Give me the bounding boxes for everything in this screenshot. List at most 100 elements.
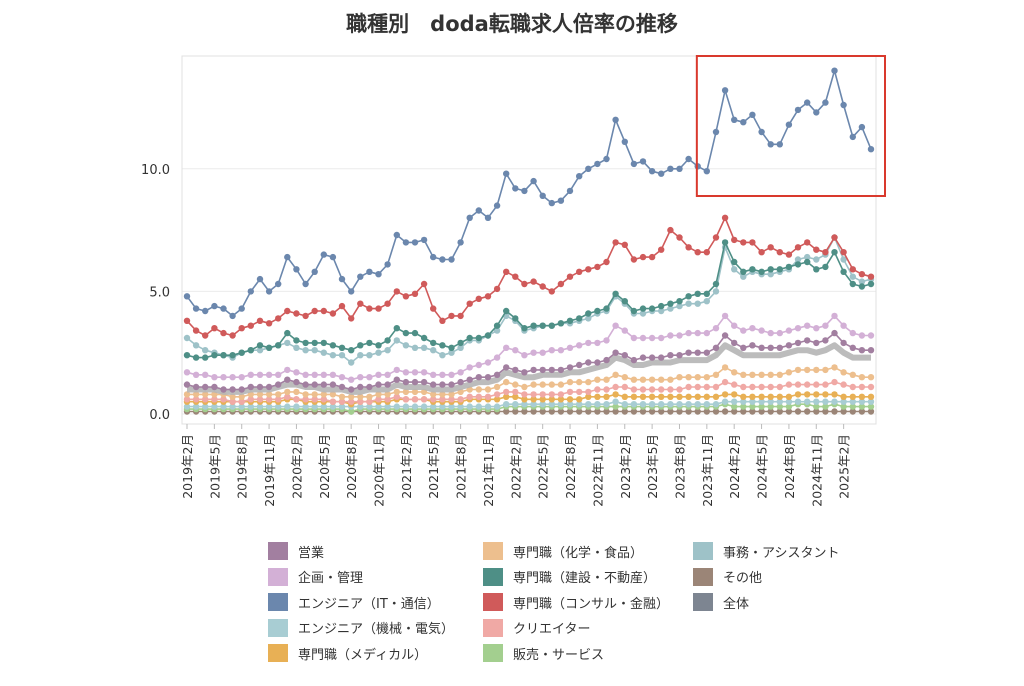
data-point	[321, 350, 327, 356]
data-point	[248, 323, 254, 329]
legend-item: 専門職（コンサル・金融）	[483, 591, 669, 613]
data-point	[813, 256, 819, 262]
data-point	[394, 403, 400, 409]
data-point	[494, 403, 500, 409]
y-tick-label: 10.0	[141, 163, 170, 178]
data-point	[257, 384, 263, 390]
data-point	[777, 330, 783, 336]
data-point	[786, 381, 792, 387]
data-point	[275, 391, 281, 397]
data-point	[394, 389, 400, 395]
data-point	[585, 389, 591, 395]
data-point	[439, 372, 445, 378]
legend-label: 専門職（コンサル・金融）	[513, 593, 669, 612]
data-point	[731, 259, 737, 265]
data-point	[649, 168, 655, 174]
data-point	[312, 308, 318, 314]
data-point	[321, 340, 327, 346]
data-point	[220, 374, 226, 380]
legend-label: クリエイター	[513, 618, 590, 637]
data-point	[612, 391, 618, 397]
legend-swatch	[693, 542, 713, 560]
data-point	[403, 369, 409, 375]
data-point	[293, 389, 299, 395]
data-point	[412, 291, 418, 297]
data-point	[685, 301, 691, 307]
data-point	[357, 301, 363, 307]
x-tick-label: 2021年5月	[426, 434, 441, 499]
data-point	[658, 335, 664, 341]
x-tick-label: 2020年2月	[289, 434, 304, 499]
data-point	[859, 332, 865, 338]
data-point	[722, 408, 728, 414]
data-point	[312, 347, 318, 353]
data-point	[549, 323, 555, 329]
data-point	[704, 350, 710, 356]
data-point	[850, 394, 856, 400]
data-point	[558, 367, 564, 373]
data-point	[822, 337, 828, 343]
data-point	[293, 369, 299, 375]
data-point	[749, 239, 755, 245]
data-point	[430, 381, 436, 387]
data-point	[749, 266, 755, 272]
data-point	[676, 386, 682, 392]
data-point	[284, 340, 290, 346]
data-point	[840, 369, 846, 375]
data-point	[476, 335, 482, 341]
data-point	[603, 357, 609, 363]
data-point	[220, 330, 226, 336]
data-point	[676, 374, 682, 380]
data-point	[649, 377, 655, 383]
data-point	[384, 261, 390, 267]
data-point	[366, 269, 372, 275]
data-point	[211, 325, 217, 331]
data-point	[622, 401, 628, 407]
data-point	[293, 379, 299, 385]
data-point	[676, 298, 682, 304]
data-point	[375, 372, 381, 378]
data-point	[850, 345, 856, 351]
data-point	[804, 259, 810, 265]
data-point	[494, 372, 500, 378]
data-point	[786, 122, 792, 128]
data-point	[585, 340, 591, 346]
data-point	[731, 399, 737, 405]
x-tick-label: 2020年5月	[317, 434, 332, 499]
data-point	[768, 330, 774, 336]
data-point	[211, 352, 217, 358]
data-point	[202, 347, 208, 353]
data-point	[239, 305, 245, 311]
data-point	[622, 327, 628, 333]
data-point	[421, 403, 427, 409]
data-point	[193, 327, 199, 333]
data-point	[321, 251, 327, 257]
data-point	[485, 394, 491, 400]
data-point	[485, 332, 491, 338]
data-point	[503, 389, 509, 395]
data-point	[266, 372, 272, 378]
data-point	[685, 401, 691, 407]
data-point	[485, 293, 491, 299]
data-point	[366, 374, 372, 380]
data-point	[403, 379, 409, 385]
legend-item: 専門職（メディカル）	[268, 642, 427, 664]
data-point	[394, 377, 400, 383]
data-point	[384, 381, 390, 387]
data-point	[795, 107, 801, 113]
data-point	[494, 391, 500, 397]
data-point	[667, 377, 673, 383]
data-point	[777, 266, 783, 272]
data-point	[676, 401, 682, 407]
data-point	[603, 156, 609, 162]
legend-label: 専門職（化学・食品）	[513, 542, 643, 561]
legend-item: 営業	[268, 540, 324, 562]
data-point	[777, 345, 783, 351]
data-point	[366, 340, 372, 346]
data-point	[667, 166, 673, 172]
data-point	[521, 325, 527, 331]
data-point	[576, 342, 582, 348]
data-point	[649, 354, 655, 360]
data-point	[640, 394, 646, 400]
data-point	[813, 367, 819, 373]
